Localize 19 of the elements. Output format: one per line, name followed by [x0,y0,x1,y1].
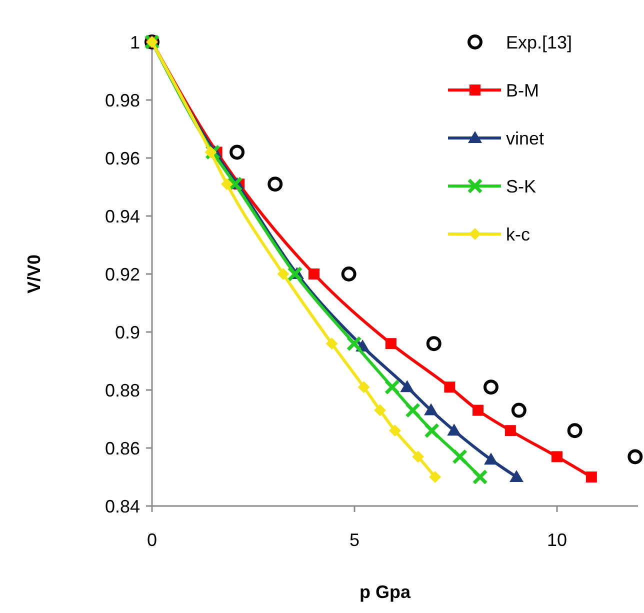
y-tick-label: 1 [130,32,140,52]
y-tick-label: 0.94 [104,206,140,226]
legend-label: S-K [506,176,536,196]
x-tick-label: 10 [546,530,568,550]
y-tick-label: 0.98 [104,90,140,110]
legend-label: k-c [506,224,530,244]
y-tick-label: 0.9 [114,322,140,342]
y-tick-label: 0.88 [104,380,140,400]
x-axis-title: p Gpa [359,582,412,602]
y-tick-label: 0.84 [104,496,140,516]
x-tick-label: 0 [146,530,158,550]
legend-label: Exp.[13] [506,32,572,52]
legend-label: vinet [506,128,544,148]
y-tick-label: 0.86 [104,438,140,458]
legend-label: B-M [506,80,539,100]
y-tick-label: 0.92 [104,264,140,284]
y-axis-title: V/V0 [24,254,44,294]
x-tick-label: 5 [349,530,360,550]
y-tick-label: 0.96 [104,148,140,168]
